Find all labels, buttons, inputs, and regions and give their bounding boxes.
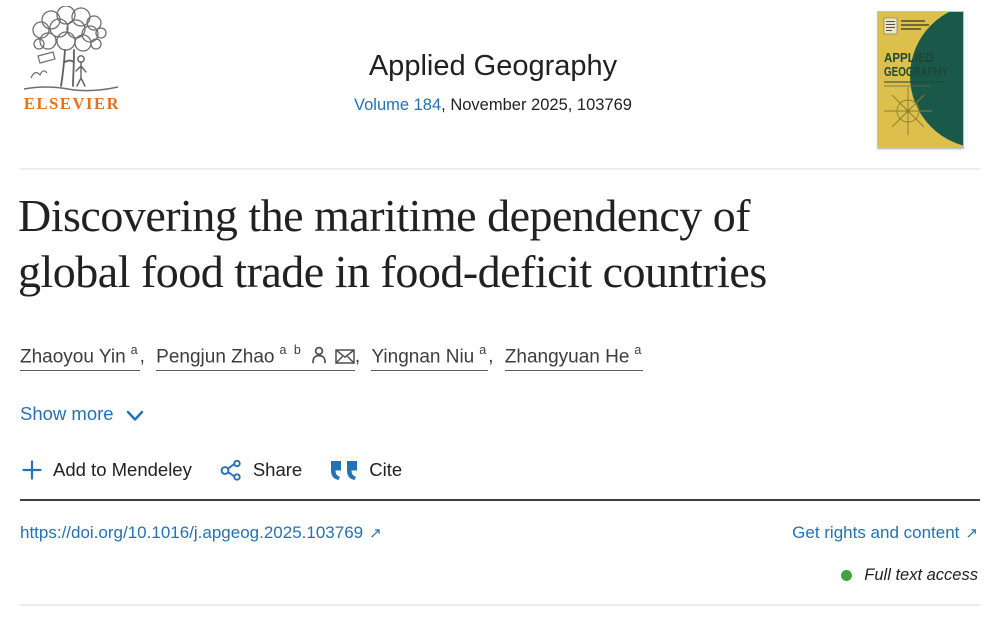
add-to-mendeley-button[interactable]: Add to Mendeley (22, 459, 192, 481)
author-link-4[interactable]: Zhangyuan He a (504, 343, 644, 372)
show-more-label: Show more (20, 403, 114, 424)
svg-text:GEOGRAPHY: GEOGRAPHY (884, 65, 949, 79)
header-divider (20, 168, 980, 170)
author-name: Yingnan Niu (371, 346, 475, 368)
access-status: Full text access (841, 566, 978, 585)
elsevier-wordmark: ELSEVIER (23, 94, 121, 113)
author-list: Zhaoyou Yin a, Pengjun Zhao a b, Yingnan N… (20, 343, 644, 372)
article-title-line1: Discovering the maritime dependency of (18, 190, 751, 241)
quote-cite-icon (331, 460, 358, 480)
cite-label: Cite (369, 459, 403, 480)
journal-cover-art: APPLIED GEOGRAPHY (878, 12, 963, 148)
chevron-down-icon (126, 410, 143, 421)
toolbar-divider (20, 499, 980, 501)
access-label: Full text access (864, 566, 978, 584)
author-name: Zhaoyou Yin (20, 346, 126, 368)
cite-button[interactable]: Cite (330, 459, 402, 481)
author-separator: , (354, 346, 366, 368)
author-separator: , (139, 346, 151, 368)
share-label: Share (252, 459, 303, 480)
article-title: Discovering the maritime dependency of g… (18, 188, 983, 300)
external-link-arrow-icon: ↗ (369, 525, 382, 542)
share-button[interactable]: Share (220, 459, 302, 481)
article-toolbar: Add to Mendeley Share Cite (22, 459, 402, 481)
issue-line: Volume 184, November 2025, 103769 (0, 96, 986, 115)
share-icon (220, 459, 241, 481)
rights-text: Get rights and content (792, 523, 960, 542)
doi-text: https://doi.org/10.1016/j.apgeog.2025.10… (20, 523, 364, 542)
elsevier-logo[interactable]: ELSEVIER (18, 6, 124, 118)
author-affiliation-sup: a (634, 343, 644, 357)
elsevier-tree-icon (23, 6, 119, 92)
doi-link[interactable]: https://doi.org/10.1016/j.apgeog.2025.10… (20, 523, 382, 543)
issue-suffix: , November 2025, 103769 (441, 96, 632, 114)
rights-and-content-link[interactable]: Get rights and content ↗ (792, 523, 978, 543)
corresponding-author-icon[interactable] (310, 346, 328, 364)
author-name: Zhangyuan He (504, 346, 630, 368)
access-dot-icon (841, 570, 853, 581)
author-affiliation-sup: a b (279, 343, 303, 357)
author-affiliation-sup: a (130, 343, 140, 357)
journal-title-link[interactable]: Applied Geography (368, 50, 618, 82)
doi-row: https://doi.org/10.1016/j.apgeog.2025.10… (20, 523, 978, 543)
show-more-button[interactable]: Show more (20, 403, 144, 425)
add-to-mendeley-label: Add to Mendeley (53, 459, 192, 480)
author-name: Pengjun Zhao (156, 346, 275, 368)
journal-cover-thumbnail[interactable]: APPLIED GEOGRAPHY (878, 12, 963, 148)
journal-banner: Applied Geography Volume 184, November 2… (0, 50, 986, 115)
plus-icon (22, 460, 42, 480)
author-separator: , (488, 346, 499, 368)
bottom-divider (20, 604, 980, 606)
author-link-3[interactable]: Yingnan Niu a (371, 343, 489, 372)
author-affiliation-sup: a (479, 343, 489, 357)
author-link-1[interactable]: Zhaoyou Yin a (20, 343, 140, 372)
article-title-line2: global food trade in food-deficit countr… (18, 246, 767, 297)
svg-text:APPLIED: APPLIED (884, 51, 934, 65)
author-link-2[interactable]: Pengjun Zhao a b (156, 343, 355, 372)
volume-link[interactable]: Volume 184 (354, 96, 442, 114)
email-envelope-icon[interactable] (335, 349, 355, 365)
external-link-arrow-icon: ↗ (965, 525, 978, 542)
